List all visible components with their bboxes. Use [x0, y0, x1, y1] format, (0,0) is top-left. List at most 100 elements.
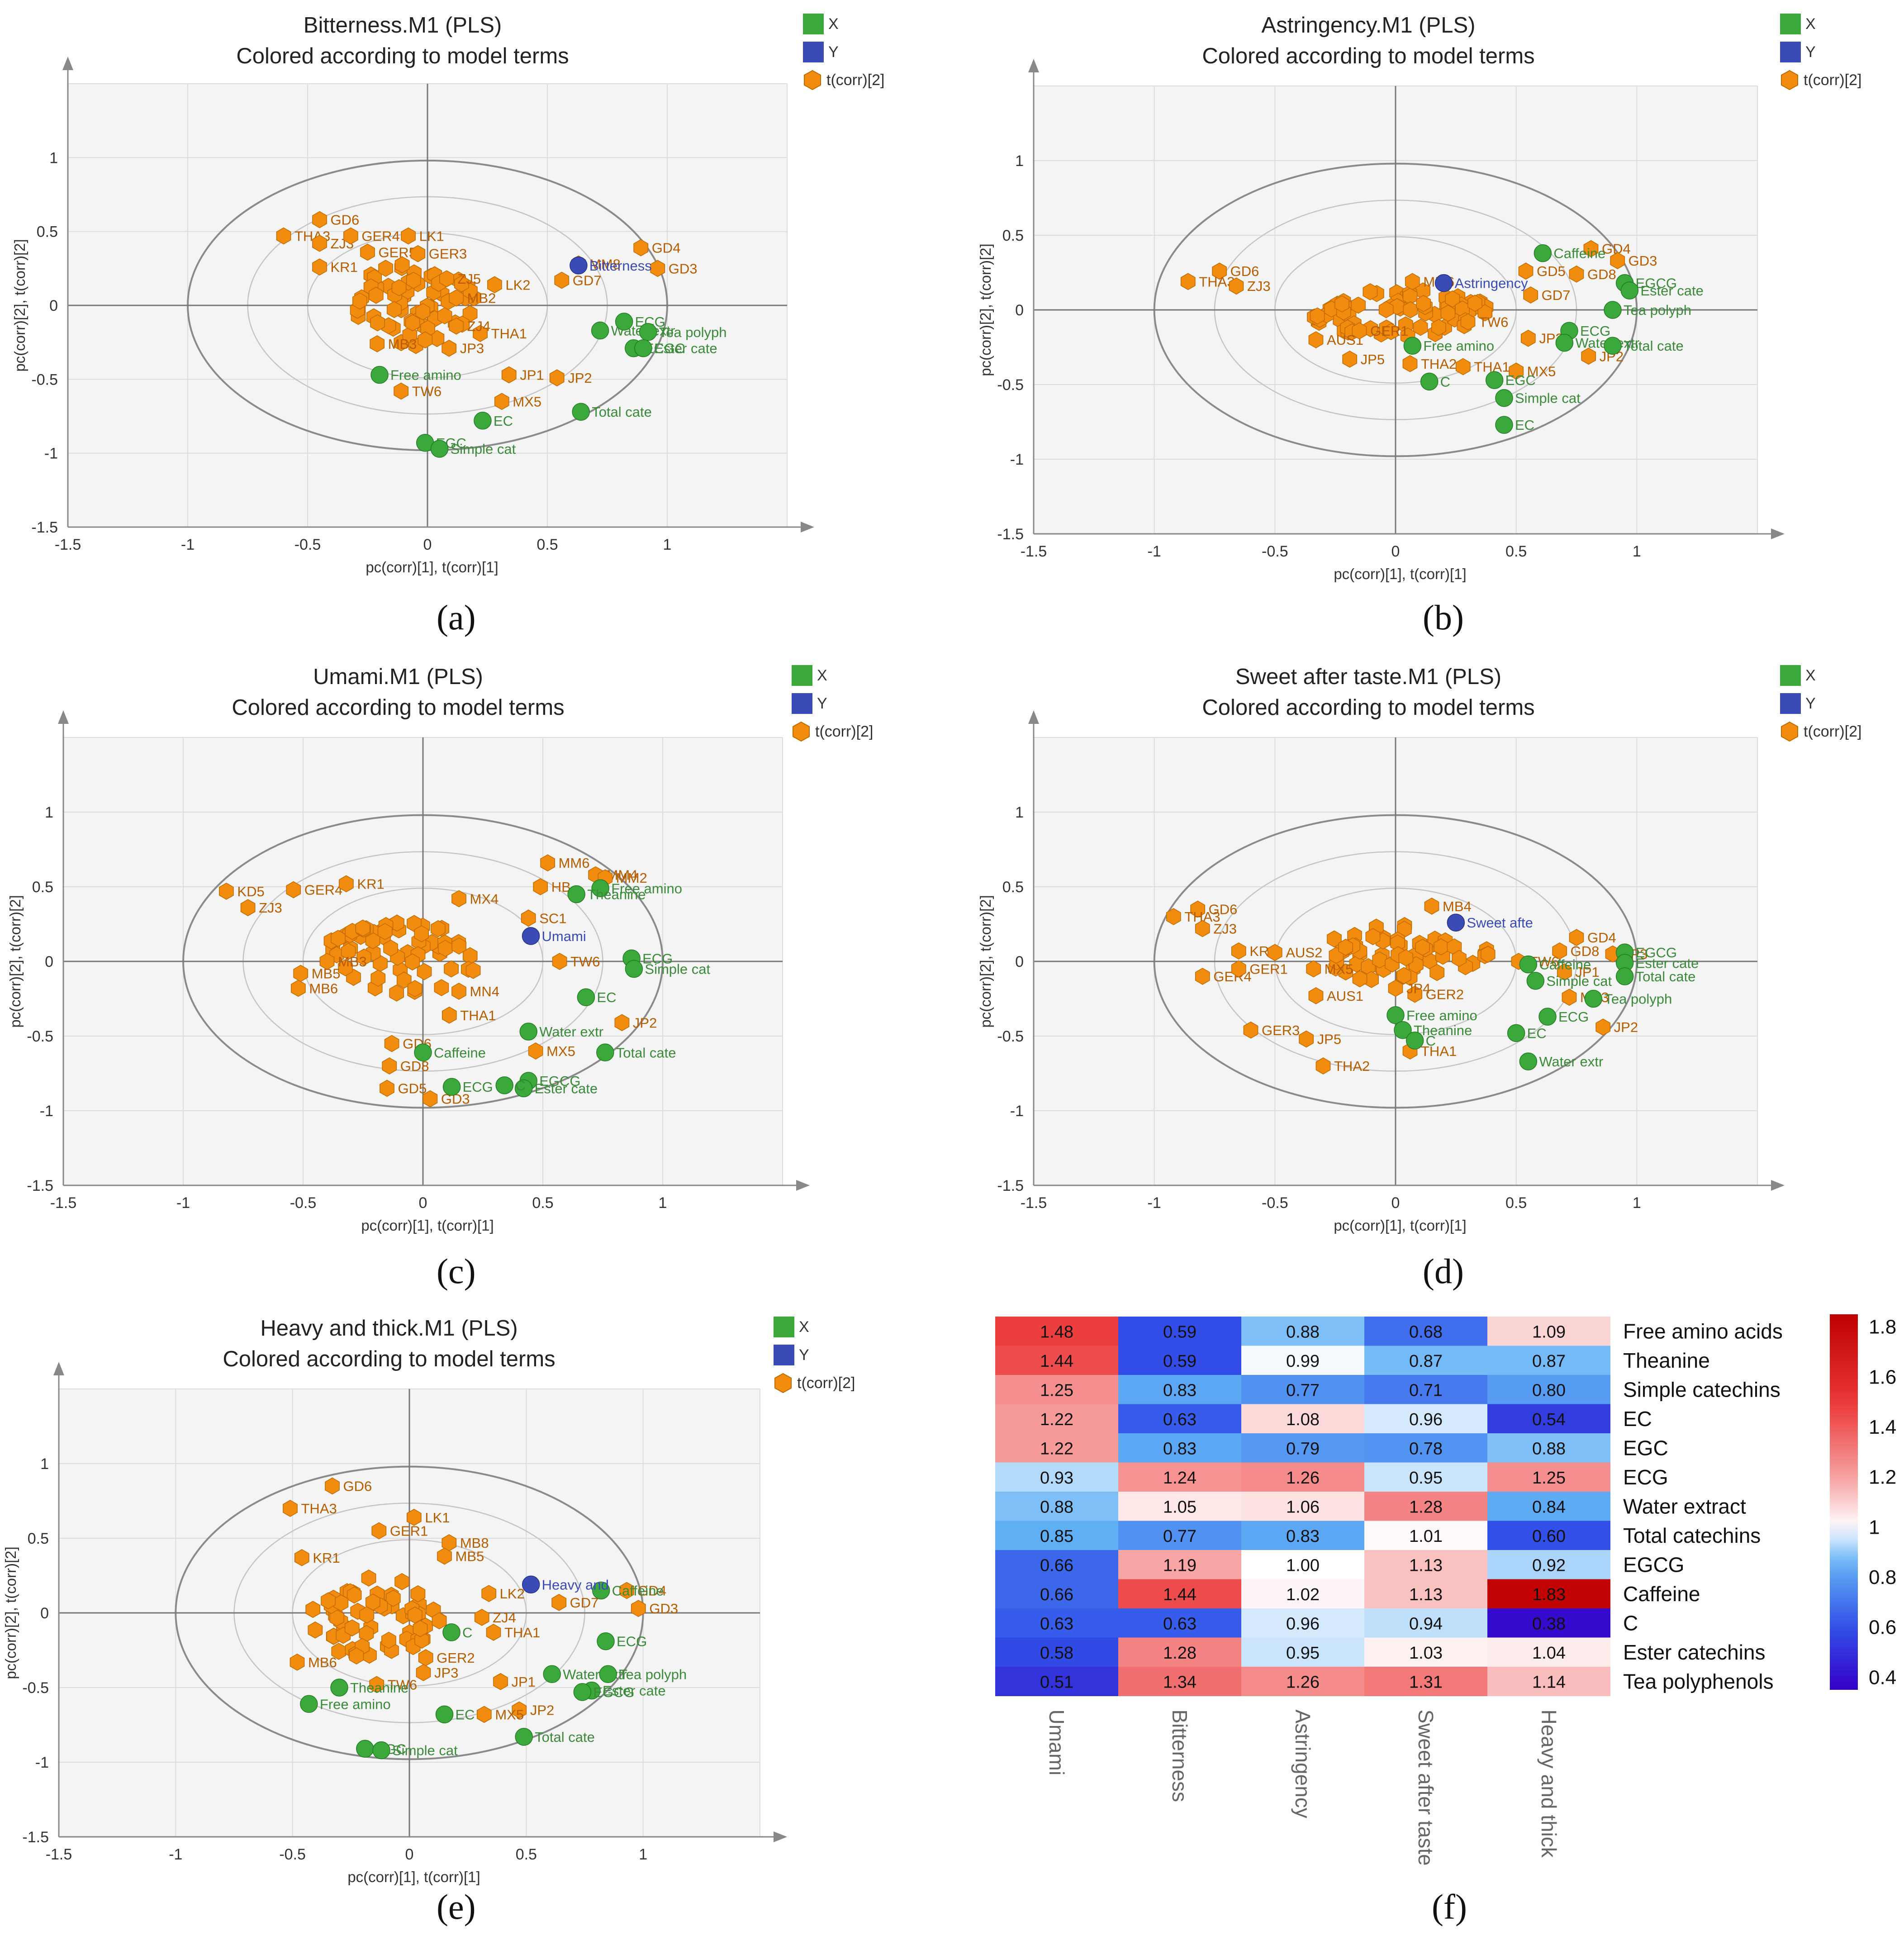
x-tick-label: -1 [1148, 543, 1161, 560]
heatmap-cell [1118, 1462, 1241, 1492]
x-variable-label: Theanine [587, 887, 646, 903]
colorbar-tick-label: 1.6 [1869, 1366, 1896, 1388]
observation-marker [528, 1042, 543, 1060]
x-axis-title: pc(corr)[1], t(corr)[1] [347, 1869, 480, 1885]
observation-marker [1523, 286, 1538, 304]
y-tick-label: -0.5 [27, 1028, 53, 1045]
observation-marker [407, 1606, 423, 1624]
observation-marker [1413, 319, 1428, 336]
observation-label: ZJ4 [467, 319, 491, 334]
observation-marker [1351, 296, 1366, 314]
observation-marker [1363, 283, 1378, 300]
observation-label: THA2 [1334, 1058, 1370, 1074]
x-tick-label: 1 [1633, 543, 1641, 560]
panel-caption-a: (a) [437, 598, 476, 637]
observation-label: MB5 [312, 965, 341, 981]
heatmap-cell [1241, 1317, 1364, 1346]
legend-t-label: t(corr)[2] [826, 71, 885, 89]
legend-x-label: X [799, 1318, 809, 1336]
observation-marker [533, 878, 548, 895]
observation-marker [442, 1006, 457, 1024]
heatmap-row-label: Caffeine [1623, 1582, 1700, 1606]
scatter-plot-c: -1.5 -1 -0.5 0 0.5 1 1 0.5 0 -0.5 -1 -1.5 pc(corr)[1… [7, 710, 810, 1234]
y-tick-label: -1 [35, 1754, 49, 1771]
observation-marker [1552, 942, 1567, 960]
observation-label: MM2 [616, 870, 647, 886]
observation-marker [312, 234, 327, 252]
observation-marker [1195, 920, 1210, 937]
heatmap-cell [1364, 1521, 1487, 1550]
heatmap-cell-value: 1.06 [1286, 1498, 1320, 1517]
observation-marker [1416, 295, 1431, 312]
x-variable-label: EGC [1505, 372, 1536, 388]
heatmap-cell-value: 0.66 [1040, 1556, 1073, 1575]
heatmap-cell-value: 0.60 [1532, 1527, 1566, 1546]
observation-marker [437, 1547, 452, 1565]
x-variable-marker [591, 321, 609, 340]
plot-subtitle: Colored according to model terms [1202, 695, 1535, 720]
x-variable-marker [1526, 972, 1545, 990]
observation-label: LK2 [505, 277, 530, 293]
heatmap-row-label: EC [1623, 1407, 1652, 1431]
legend-t-label: t(corr)[2] [815, 723, 874, 740]
heatmap-cell [1487, 1433, 1610, 1463]
observation-label: MB6 [309, 980, 338, 996]
observation-marker [1308, 331, 1324, 348]
observation-label: JP5 [1361, 352, 1385, 367]
heatmap-cell [1241, 1492, 1364, 1521]
observation-label: MX5 [1527, 363, 1556, 379]
heatmap-cell-value: 0.88 [1532, 1439, 1566, 1458]
x-variable-label: Tea polyph [619, 1666, 687, 1682]
observation-marker [1195, 968, 1210, 985]
observation-label: TW6 [570, 954, 600, 970]
heatmap-cell [1487, 1375, 1610, 1404]
scatter-plot-a: -1.5 -1 -0.5 0 0.5 1 1 0.5 0 -0.5 -1 -1.5 pc(corr)[1… [11, 57, 814, 575]
observation-marker [473, 325, 488, 342]
legend-t-label: t(corr)[2] [1804, 723, 1862, 740]
heatmap-row-label: EGC [1623, 1436, 1668, 1460]
heatmap-cell-value: 0.58 [1040, 1644, 1073, 1663]
observation-marker [312, 211, 327, 228]
observation-marker [554, 271, 570, 289]
legend-y-swatch [1780, 693, 1801, 714]
observation-marker [1365, 928, 1381, 946]
hexagon-icon [774, 1373, 792, 1393]
observation-marker [631, 1600, 646, 1617]
observation-label: MB3 [388, 336, 417, 352]
y-variable-label: Umami [542, 928, 586, 944]
observation-label: AUS1 [1327, 988, 1363, 1004]
observation-marker [1405, 273, 1420, 290]
observation-label: TW6 [388, 1677, 417, 1693]
legend-x: X [774, 1317, 809, 1337]
x-variable-marker [1495, 389, 1513, 407]
plot-title-main: Umami.M1 (PLS) [313, 665, 483, 689]
y-tick-label: 0 [49, 297, 58, 314]
observation-label: GD4 [1587, 930, 1616, 946]
legend-y: Y [1780, 693, 1816, 714]
x-variable-marker [356, 1740, 374, 1758]
observation-marker [442, 339, 457, 357]
y-tick-label: -1 [1010, 451, 1024, 468]
legend-x: X [1780, 14, 1816, 34]
x-axis-title: pc(corr)[1], t(corr)[1] [1334, 1217, 1466, 1234]
observation-marker [1595, 1018, 1611, 1036]
observation-marker [1480, 946, 1496, 963]
y-tick-label: -0.5 [997, 1028, 1024, 1045]
observation-marker [1569, 929, 1584, 946]
heatmap-cell [995, 1550, 1118, 1579]
heatmap-cell [1487, 1579, 1610, 1609]
x-variable-marker [514, 1079, 533, 1098]
observation-marker [549, 369, 565, 386]
x-variable-label: C [462, 1625, 472, 1640]
x-variable-marker [1495, 416, 1513, 434]
x-tick-label: -0.5 [290, 1194, 317, 1212]
x-tick-label: 0 [419, 1194, 427, 1212]
heatmap-cell [995, 1375, 1118, 1404]
heatmap-cell-value: 1.28 [1409, 1498, 1443, 1517]
y-variable-label: Astringency [1455, 276, 1528, 291]
x-variable-marker [596, 1043, 614, 1062]
observation-marker [1306, 960, 1321, 978]
x-variable-marker [1403, 337, 1422, 355]
observation-marker [501, 366, 517, 384]
heatmap-cell [1118, 1667, 1241, 1696]
